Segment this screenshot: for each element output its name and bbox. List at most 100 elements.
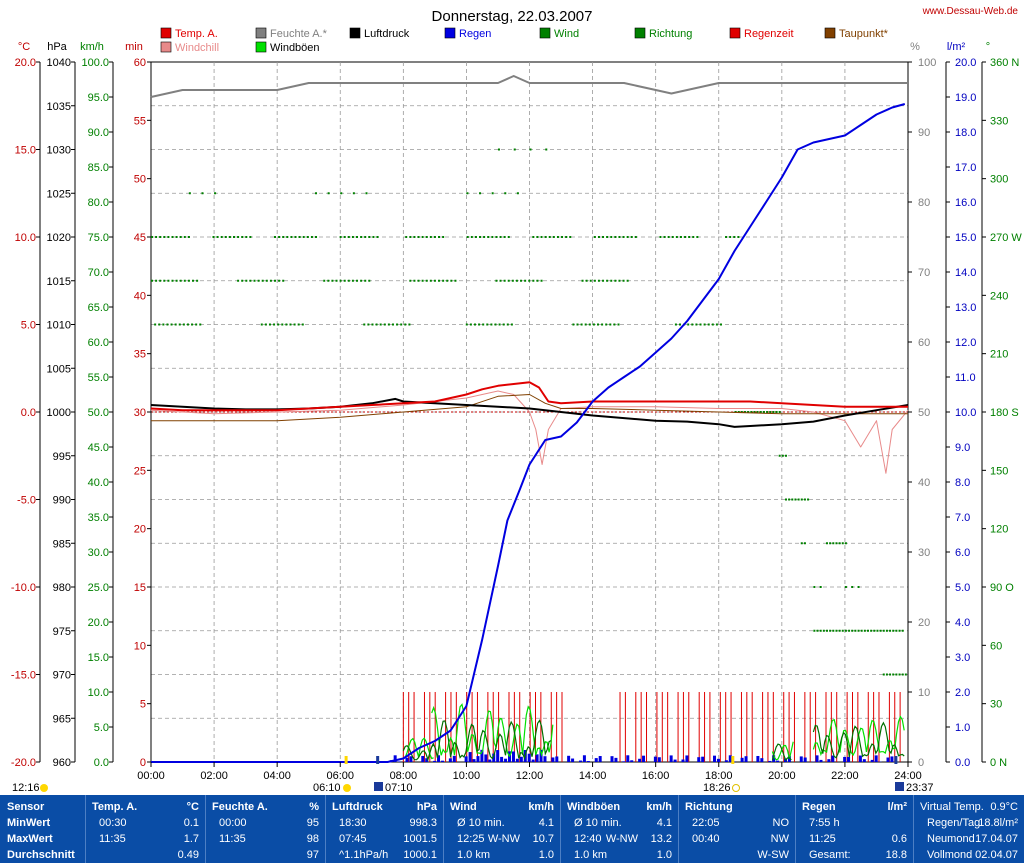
- stats-value: 4.1: [656, 817, 672, 829]
- wind-trace: [771, 743, 792, 762]
- stats-header: Virtual Temp. 0.9°C: [913, 799, 1024, 815]
- direction-dot: [610, 236, 613, 238]
- moon-icon: [40, 784, 48, 792]
- direction-dot: [879, 629, 882, 632]
- tick-label: 80: [918, 197, 930, 209]
- direction-dot: [860, 629, 863, 632]
- rain-amount-bar: [756, 755, 760, 762]
- direction-dot: [268, 323, 271, 326]
- rain-amount-bar: [740, 757, 744, 762]
- rain-amount-bar: [409, 756, 413, 762]
- direction-dot: [417, 236, 420, 238]
- direction-dot: [293, 323, 296, 326]
- direction-dot: [282, 236, 285, 238]
- direction-dot: [822, 629, 825, 632]
- direction-dot: [835, 629, 838, 632]
- direction-dot: [819, 586, 822, 588]
- tick-label: 16.0: [955, 197, 976, 209]
- direction-dot: [261, 279, 264, 282]
- time-tick-label: 16:00: [642, 770, 670, 782]
- legend-label: Feuchte A.*: [270, 28, 328, 40]
- axis-unit: min: [125, 41, 143, 53]
- series-line: [150, 381, 908, 412]
- tick-label: 35: [134, 349, 146, 361]
- axes: 20.015.010.05.00.0-5.0-10.0-15.0-20.0104…: [11, 57, 1022, 769]
- wind-trace: [812, 721, 905, 759]
- rain-amount-bar: [716, 758, 720, 762]
- direction-dot: [513, 148, 516, 151]
- direction-dot: [371, 323, 374, 326]
- direction-dot: [404, 323, 407, 326]
- direction-dot: [832, 629, 835, 632]
- axis-units: °C hPa km/h min% l/m² °: [18, 41, 990, 53]
- stats-header-name: Feuchte A.: [212, 801, 268, 813]
- direction-dot: [465, 323, 468, 326]
- stats-value: 1.0: [538, 849, 554, 861]
- direction-dot: [819, 629, 822, 632]
- rain-amount-bar: [504, 758, 508, 762]
- time-tick-label: 02:00: [200, 770, 228, 782]
- tick-label: 8.0: [955, 477, 970, 489]
- direction-dot: [473, 323, 476, 326]
- direction-dot: [606, 279, 609, 282]
- legend-item: Regenzeit: [729, 27, 794, 40]
- tick-label: 40: [134, 290, 146, 302]
- tick-label: 55.0: [88, 372, 109, 384]
- sun-icon: [732, 784, 740, 792]
- direction-dot: [565, 236, 568, 238]
- direction-dot: [483, 236, 486, 238]
- direction-dot: [352, 192, 355, 195]
- tick-label: 1020: [47, 232, 71, 244]
- event-marker: [344, 756, 348, 764]
- direction-dot: [495, 236, 498, 238]
- website-link[interactable]: www.Dessau-Web.de: [922, 6, 1019, 17]
- direction-dot: [387, 323, 390, 326]
- direction-dot: [737, 411, 740, 413]
- direction-dot: [778, 411, 781, 413]
- rain-amount-bar: [551, 757, 555, 762]
- wind-lines: [402, 703, 905, 762]
- stats-row: 11:35 1.7: [85, 831, 205, 847]
- stats-value: NW: [770, 833, 789, 845]
- rain-amount-bar: [543, 756, 547, 762]
- direction-dot: [873, 629, 876, 632]
- moon-time: 23:37: [906, 782, 934, 794]
- stats-label: 7:55 h: [809, 817, 840, 829]
- direction-dot: [368, 279, 371, 282]
- direction-dot: [667, 236, 670, 238]
- rain-amount-bar: [578, 760, 582, 762]
- rain-amount-bar: [531, 759, 535, 762]
- stats-row: Neumond 17.04.07: [913, 831, 1024, 847]
- direction-dot: [803, 542, 806, 545]
- tick-label: 65.0: [88, 302, 109, 314]
- stats-column: Temp. A. °C 00:30 0.1 11:35 1.7 0.49: [85, 795, 206, 863]
- rain-amount-bar: [685, 755, 689, 762]
- stats-label: 00:30: [99, 817, 127, 829]
- legend-item: Luftdruck: [349, 27, 410, 40]
- legend-item: Richtung: [634, 27, 692, 40]
- direction-dot: [302, 236, 305, 238]
- direction-dot: [882, 629, 885, 632]
- direction-dot: [605, 323, 608, 326]
- direction-dot: [794, 498, 797, 501]
- direction-dot: [503, 236, 506, 238]
- rain-amount-bar: [586, 761, 590, 762]
- legend-swatch: [444, 27, 456, 39]
- tick-label: 19.0: [955, 92, 976, 104]
- direction-dot: [298, 236, 301, 238]
- rain-amount-bar: [421, 755, 425, 762]
- direction-dot: [816, 629, 819, 632]
- rain-amount-bar: [464, 756, 468, 762]
- tick-label: 1040: [47, 57, 71, 69]
- stats-header: Wind km/h: [443, 799, 560, 815]
- rain-amount-bar: [890, 756, 894, 762]
- legend-label: Regenzeit: [744, 28, 794, 40]
- direction-dot: [516, 192, 519, 195]
- direction-dot: [507, 279, 510, 282]
- direction-dot: [343, 236, 346, 238]
- direction-dot: [171, 236, 174, 238]
- stats-label: Ø 10 min.: [574, 817, 622, 829]
- direction-dot: [327, 279, 330, 282]
- stats-header-unit: km/h: [646, 801, 672, 813]
- rain-amount-bar: [653, 756, 657, 762]
